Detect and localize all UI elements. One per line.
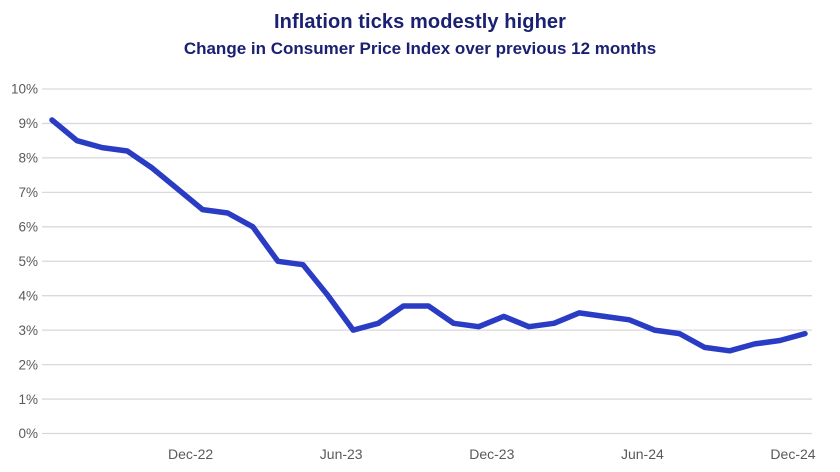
chart-header: Inflation ticks modestly higher Change i… <box>0 10 840 59</box>
x-axis-label: Dec-24 <box>770 446 815 462</box>
x-axis-label: Jun-23 <box>320 446 363 462</box>
x-axis-label: Dec-23 <box>469 446 514 462</box>
cpi-line-series <box>49 117 808 354</box>
y-axis-label: 0% <box>18 426 38 441</box>
y-axis-label: 4% <box>18 288 38 303</box>
x-axis-label: Jun-24 <box>621 446 664 462</box>
y-axis-label: 10% <box>11 82 38 97</box>
chart-subtitle: Change in Consumer Price Index over prev… <box>183 39 657 58</box>
y-axis-label: 1% <box>18 392 38 407</box>
y-axis-label: 9% <box>18 116 38 131</box>
y-axis-label: 7% <box>18 185 38 200</box>
x-axis-label: Dec-22 <box>168 446 213 462</box>
y-axis-label: 8% <box>18 151 38 166</box>
y-axis-label: 6% <box>18 220 38 235</box>
y-axis-label: 2% <box>18 357 38 372</box>
y-axis-label: 5% <box>18 254 38 269</box>
y-axis-label: 3% <box>18 323 38 338</box>
chart-title: Inflation ticks modestly higher <box>273 11 567 33</box>
